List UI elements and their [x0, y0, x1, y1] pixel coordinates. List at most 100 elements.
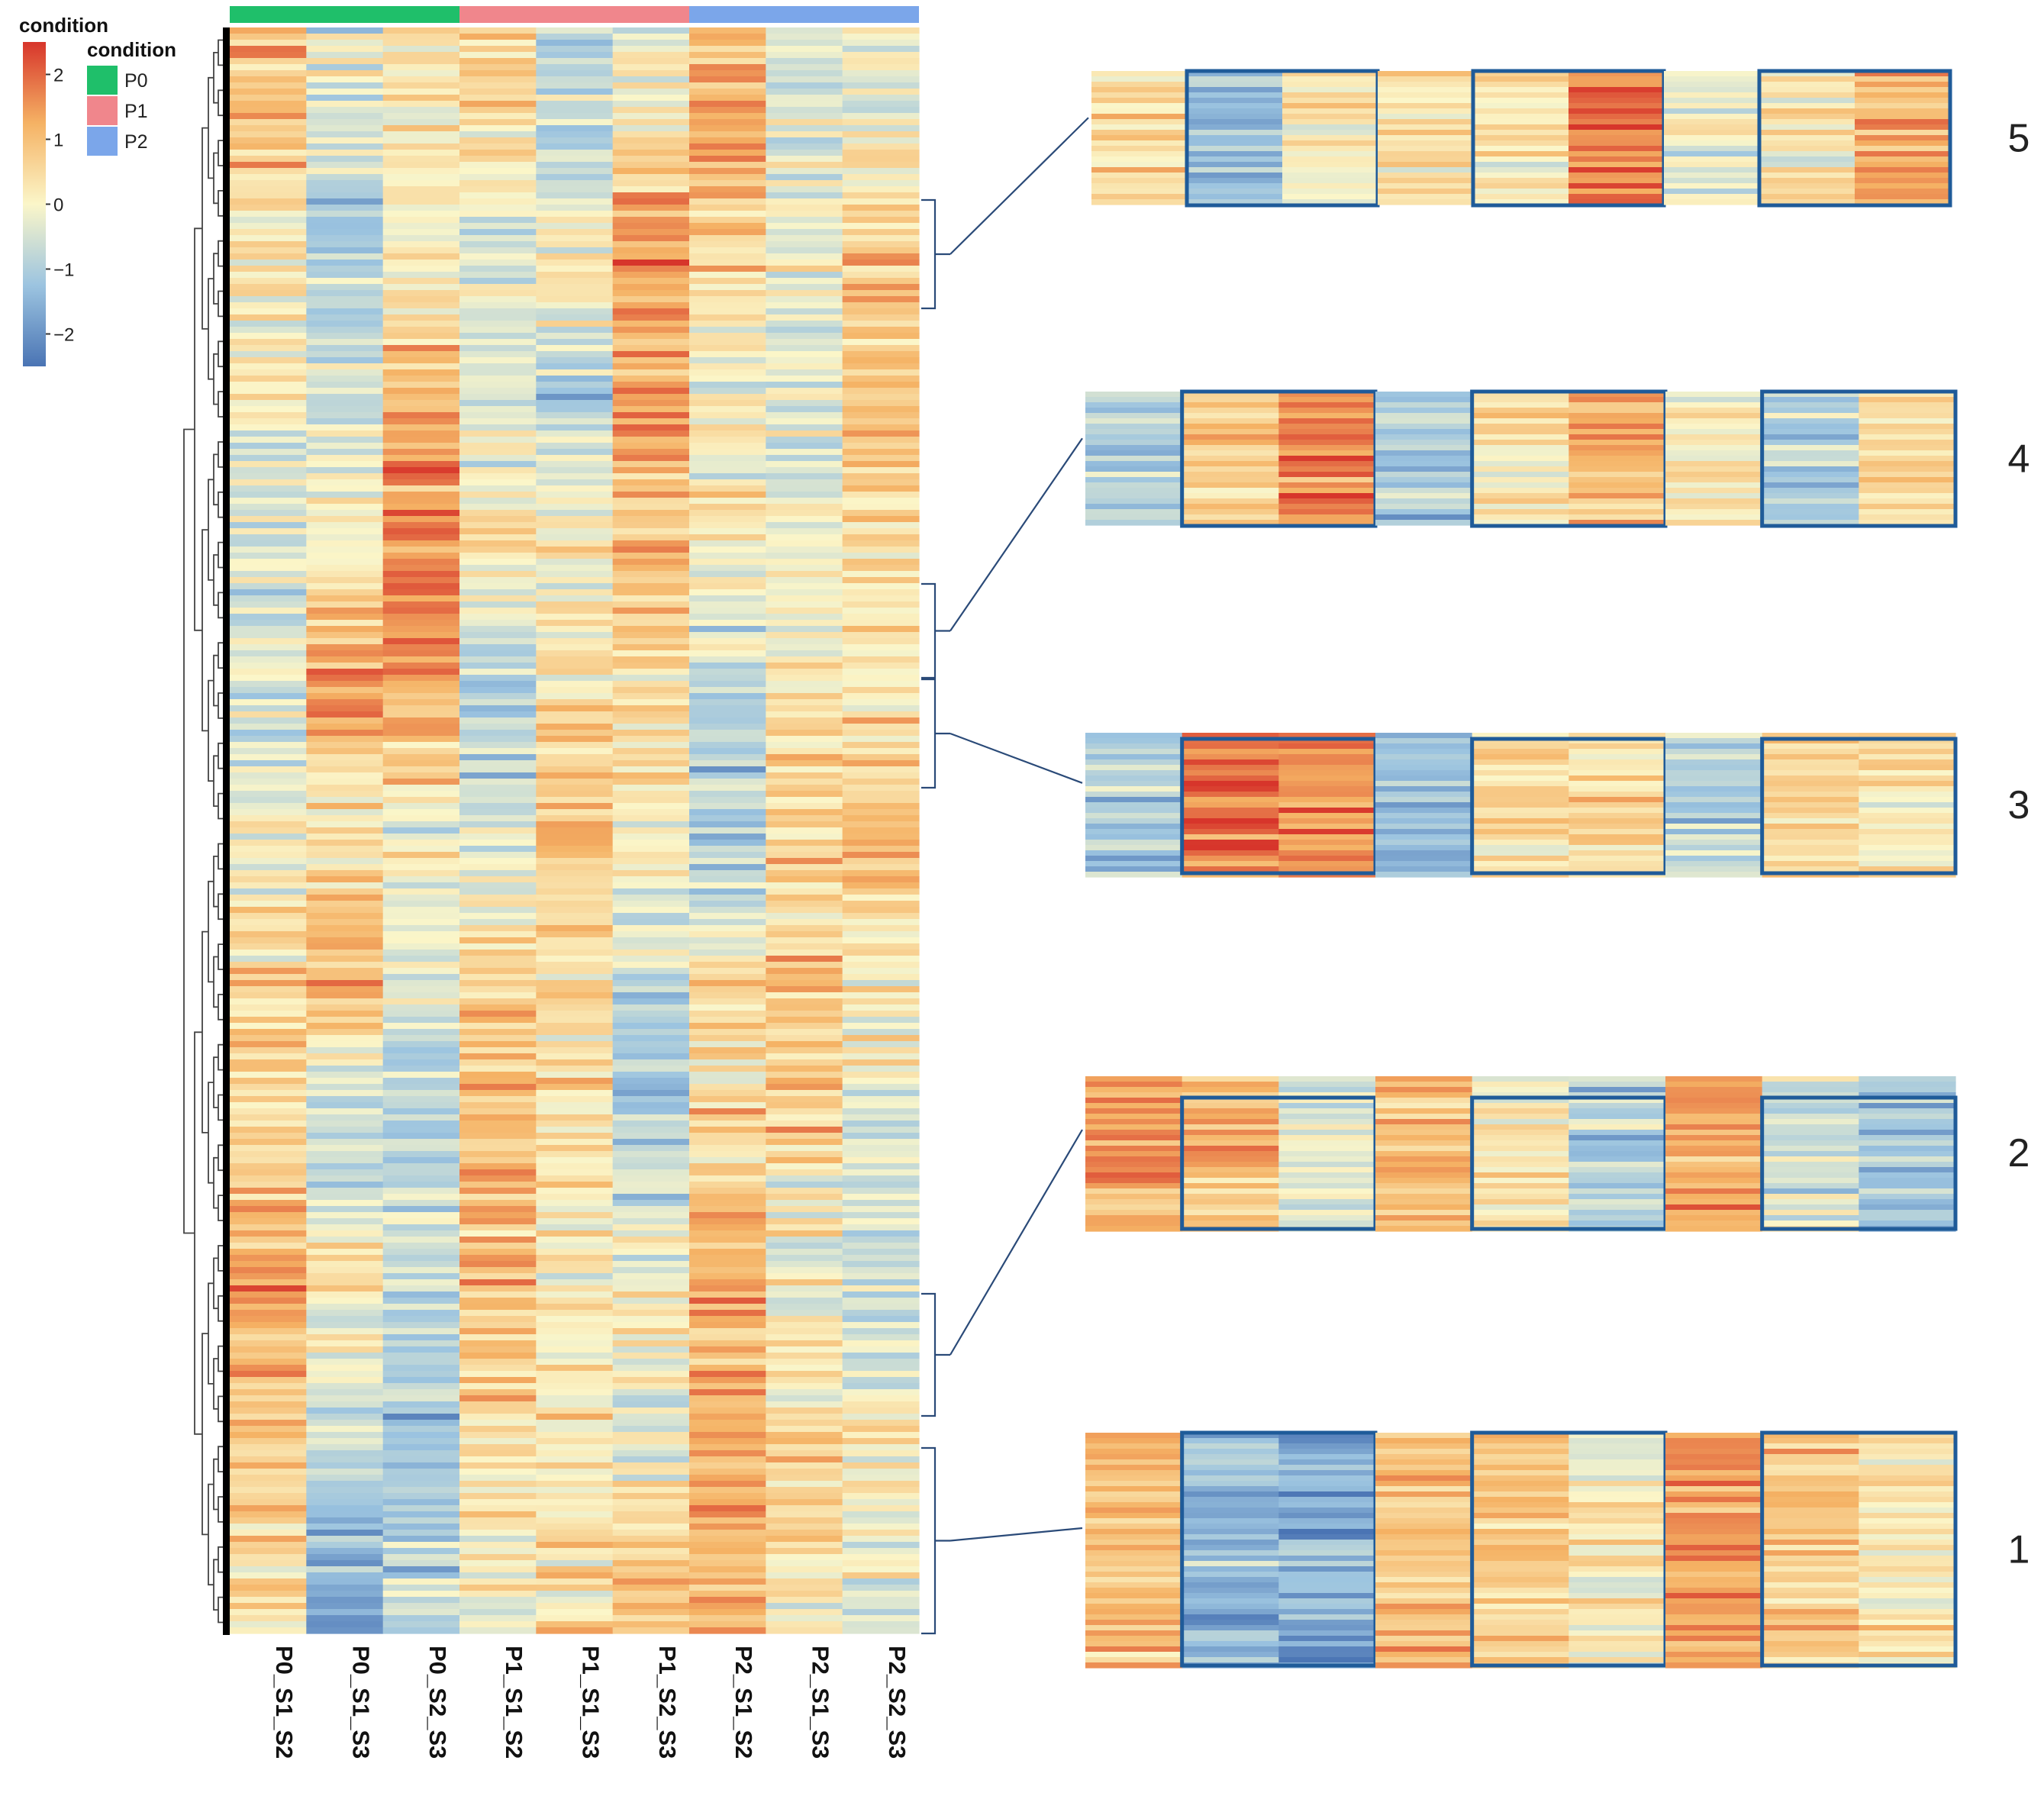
cluster-cell [1375, 1103, 1473, 1109]
heatmap-cell [689, 1200, 766, 1207]
heatmap-cell [230, 1133, 307, 1140]
heatmap-cell [842, 1597, 920, 1604]
heatmap-cell [536, 247, 614, 254]
heatmap-cell [306, 1554, 384, 1561]
cluster-cell [1568, 792, 1666, 798]
cluster-cell [1182, 1119, 1279, 1125]
heatmap-cell [842, 272, 920, 279]
heatmap-cell [766, 656, 843, 663]
heatmap-cell [306, 1291, 384, 1298]
heatmap-cell [766, 1053, 843, 1060]
heatmap-cell [689, 260, 766, 266]
heatmap-cell [306, 1139, 384, 1146]
cluster-cell [1664, 194, 1760, 200]
cluster-cell [1375, 733, 1473, 739]
heatmap-cell [382, 730, 460, 737]
cluster-cell [1085, 1646, 1183, 1653]
heatmap-cell [536, 901, 614, 908]
heatmap-cell [230, 577, 307, 584]
heatmap-cell [612, 1108, 690, 1115]
heatmap-cell [306, 974, 384, 981]
heatmap-cell [536, 742, 614, 749]
cluster-cell [1568, 1475, 1666, 1482]
heatmap-cell [459, 1365, 537, 1372]
heatmap-cell [230, 412, 307, 419]
heatmap-cell [230, 150, 307, 156]
cluster-cell [1375, 770, 1473, 776]
cluster-cell [1762, 520, 1859, 526]
cluster-cell [1762, 1582, 1859, 1588]
heatmap-cell [842, 473, 920, 480]
heatmap-cell [230, 534, 307, 541]
heatmap-cell [306, 150, 384, 156]
heatmap-cell [382, 186, 460, 193]
cluster-cell [1762, 792, 1859, 798]
cluster-cell [1375, 1662, 1473, 1669]
heatmap-cell [766, 266, 843, 272]
heatmap-cell [689, 1389, 766, 1396]
heatmap-cell [459, 998, 537, 1005]
heatmap-cell [459, 882, 537, 889]
cluster-cell [1182, 1103, 1279, 1109]
heatmap-cell [842, 1493, 920, 1500]
heatmap-cell [459, 1127, 537, 1133]
heatmap-cell [689, 1328, 766, 1335]
cluster-cell [1762, 1438, 1859, 1444]
heatmap-cell [230, 1444, 307, 1451]
heatmap-cell [612, 1298, 690, 1304]
heatmap-cell [230, 803, 307, 810]
cluster-cell [1278, 1582, 1376, 1588]
cluster-cell [1759, 194, 1855, 200]
cluster-cell [1472, 818, 1569, 824]
cluster-cell [1665, 1465, 1763, 1471]
heatmap-cell [689, 699, 766, 706]
heatmap-cell [536, 125, 614, 132]
cluster-cell [1859, 1443, 1956, 1449]
cluster-frame [1760, 389, 1958, 528]
heatmap-cell [306, 363, 384, 370]
heatmap-cell [842, 1114, 920, 1121]
cluster-cell [1473, 98, 1569, 104]
heatmap-cell [459, 1304, 537, 1311]
heatmap-cell [230, 437, 307, 443]
heatmap-cell [536, 968, 614, 975]
cluster-cell [1665, 1226, 1763, 1232]
heatmap-cell [306, 95, 384, 102]
heatmap-cell [842, 369, 920, 376]
cluster-cell [1182, 749, 1279, 755]
cluster-cell [1859, 1577, 1956, 1583]
heatmap-cell [306, 956, 384, 963]
cluster-cell [1278, 1449, 1376, 1455]
heatmap-cell [612, 388, 690, 395]
cluster-cell [1473, 162, 1569, 168]
heatmap-cell [612, 1059, 690, 1066]
heatmap-cell [459, 70, 537, 77]
heatmap-cell [382, 1462, 460, 1469]
heatmap-cell [459, 1346, 537, 1353]
heatmap-cell [459, 803, 537, 810]
heatmap-cell [536, 1212, 614, 1219]
heatmap-cell [689, 1530, 766, 1537]
cluster-cell [1665, 738, 1763, 744]
cluster-cell [1762, 866, 1859, 872]
heatmap-cell [230, 1493, 307, 1500]
cluster-cell [1375, 754, 1473, 760]
cluster-cell [1378, 146, 1474, 152]
cluster-cell [1472, 1454, 1569, 1460]
heatmap-cell [842, 1328, 920, 1335]
heatmap-cell [689, 876, 766, 883]
cluster-cell [1859, 1481, 1956, 1487]
heatmap-cell [842, 931, 920, 938]
cluster-cell [1375, 1529, 1473, 1535]
heatmap-cell [459, 314, 537, 321]
heatmap-cell [536, 559, 614, 566]
heatmap-cell [382, 1145, 460, 1152]
heatmap-cell [459, 40, 537, 47]
heatmap-cell [230, 40, 307, 47]
cluster-cell [1182, 1221, 1279, 1227]
heatmap-cell [230, 339, 307, 346]
cluster-cell [1568, 733, 1666, 739]
cluster-cell [1375, 866, 1473, 872]
heatmap-cell [766, 882, 843, 889]
cluster-cell [1182, 1641, 1279, 1647]
